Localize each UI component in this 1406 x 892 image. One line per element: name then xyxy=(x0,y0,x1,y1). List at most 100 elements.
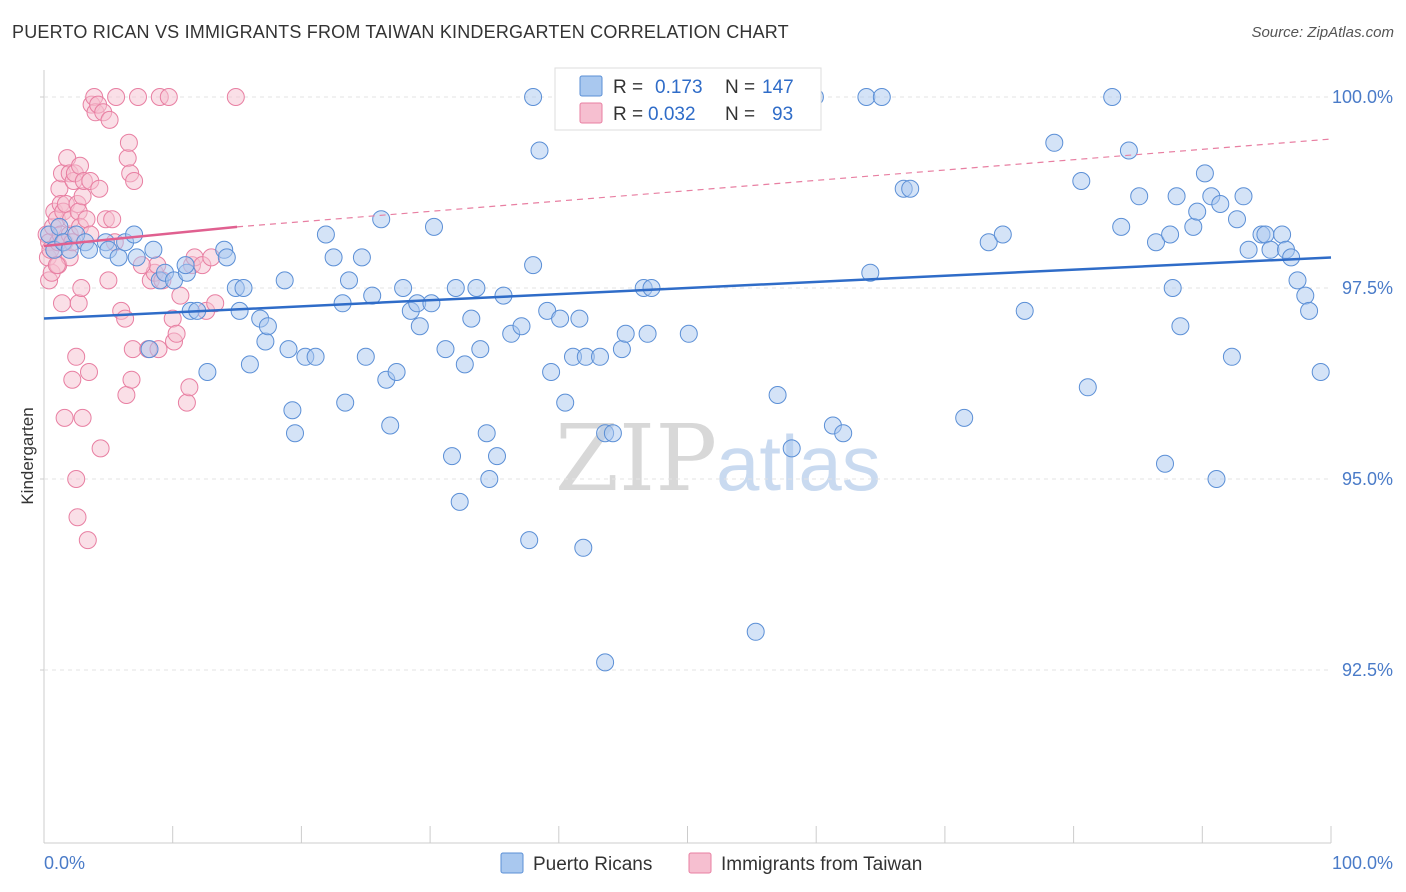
point-immigrants-from-taiwan xyxy=(123,340,142,359)
point-puerto-ricans xyxy=(591,347,609,366)
y-tick-label: 95.0% xyxy=(1342,469,1393,489)
point-puerto-ricans xyxy=(524,256,543,275)
point-puerto-ricans xyxy=(356,347,375,366)
point-immigrants-from-taiwan xyxy=(77,210,96,229)
point-immigrants-from-taiwan xyxy=(177,393,196,412)
point-puerto-ricans xyxy=(455,355,474,374)
point-puerto-ricans xyxy=(1147,233,1165,252)
point-puerto-ricans xyxy=(574,538,593,557)
point-puerto-ricans xyxy=(286,424,304,443)
point-puerto-ricans xyxy=(372,210,391,229)
point-puerto-ricans xyxy=(336,393,355,412)
point-puerto-ricans xyxy=(679,324,698,343)
point-immigrants-from-taiwan xyxy=(167,324,186,343)
point-puerto-ricans xyxy=(1207,470,1226,488)
bottom-legend-swatch-blue xyxy=(500,852,524,874)
point-puerto-ricans xyxy=(176,256,195,275)
point-immigrants-from-taiwan xyxy=(206,294,225,313)
point-puerto-ricans xyxy=(394,279,413,297)
x-tick-label-max: 100.0% xyxy=(1332,853,1393,873)
point-puerto-ricans xyxy=(425,217,443,236)
point-puerto-ricans xyxy=(1167,187,1186,206)
gridlines xyxy=(40,96,1331,671)
point-puerto-ricans xyxy=(551,309,570,328)
bottom-legend-puerto-ricans: Puerto Ricans xyxy=(533,854,652,875)
point-puerto-ricans xyxy=(234,279,253,297)
point-puerto-ricans xyxy=(60,240,79,259)
y-tick-labels: 92.5% 95.0% 97.5% 100.0% xyxy=(1332,87,1393,680)
point-immigrants-from-taiwan xyxy=(103,210,122,229)
point-immigrants-from-taiwan xyxy=(171,286,190,305)
point-immigrants-from-taiwan xyxy=(226,88,245,106)
point-immigrants-from-taiwan xyxy=(80,363,98,381)
point-immigrants-from-taiwan xyxy=(91,439,110,458)
point-puerto-ricans xyxy=(422,294,441,313)
point-puerto-ricans xyxy=(596,653,615,672)
point-immigrants-from-taiwan xyxy=(71,156,89,175)
point-puerto-ricans xyxy=(1282,248,1301,267)
watermark-atlas: atlas xyxy=(716,419,881,507)
point-puerto-ricans xyxy=(258,317,277,336)
point-puerto-ricans xyxy=(316,225,335,244)
point-puerto-ricans xyxy=(446,279,465,297)
point-puerto-ricans xyxy=(1195,164,1214,183)
legend-swatch-blue xyxy=(579,75,603,97)
series-puerto-ricans xyxy=(40,88,1330,672)
point-puerto-ricans xyxy=(1171,317,1190,336)
point-immigrants-from-taiwan xyxy=(100,110,119,129)
point-puerto-ricans xyxy=(612,340,631,359)
point-puerto-ricans xyxy=(556,393,575,412)
legend-swatch-pink xyxy=(579,102,603,124)
point-puerto-ricans xyxy=(387,363,406,381)
point-puerto-ricans xyxy=(1261,240,1280,259)
point-immigrants-from-taiwan xyxy=(78,531,97,550)
point-immigrants-from-taiwan xyxy=(73,408,92,427)
y-tick-label: 97.5% xyxy=(1342,278,1393,298)
point-puerto-ricans xyxy=(198,363,217,381)
point-puerto-ricans xyxy=(993,225,1012,244)
point-puerto-ricans xyxy=(1156,454,1174,473)
point-immigrants-from-taiwan xyxy=(63,370,82,389)
chart-title: PUERTO RICAN VS IMMIGRANTS FROM TAIWAN K… xyxy=(12,22,789,42)
point-puerto-ricans xyxy=(352,248,371,267)
legend-n-value-pink: 93 xyxy=(772,104,793,125)
point-puerto-ricans xyxy=(861,263,880,282)
point-puerto-ricans xyxy=(217,248,236,267)
point-puerto-ricans xyxy=(480,470,499,488)
point-puerto-ricans xyxy=(1256,225,1275,244)
point-puerto-ricans xyxy=(542,363,561,381)
point-puerto-ricans xyxy=(140,340,159,359)
point-puerto-ricans xyxy=(477,424,496,443)
point-immigrants-from-taiwan xyxy=(119,133,138,152)
point-puerto-ricans xyxy=(1072,172,1091,190)
point-puerto-ricans xyxy=(467,279,486,297)
y-axis-label: Kindergarten xyxy=(18,407,37,504)
point-puerto-ricans xyxy=(1222,347,1241,366)
point-immigrants-from-taiwan xyxy=(69,294,88,313)
point-immigrants-from-taiwan xyxy=(73,187,92,206)
point-immigrants-from-taiwan xyxy=(53,294,71,313)
point-puerto-ricans xyxy=(1078,378,1097,397)
point-puerto-ricans xyxy=(1103,88,1122,106)
point-puerto-ricans xyxy=(381,416,400,435)
point-puerto-ricans xyxy=(1161,225,1180,244)
legend-n-label-pink: N = xyxy=(725,104,755,125)
point-immigrants-from-taiwan xyxy=(117,386,136,404)
point-puerto-ricans xyxy=(1130,187,1149,206)
point-immigrants-from-taiwan xyxy=(180,378,199,397)
point-puerto-ricans xyxy=(1112,217,1131,236)
point-puerto-ricans xyxy=(410,317,429,336)
point-puerto-ricans xyxy=(1045,133,1064,152)
point-puerto-ricans xyxy=(436,340,455,359)
point-puerto-ricans xyxy=(603,424,622,443)
point-puerto-ricans xyxy=(279,340,298,359)
point-puerto-ricans xyxy=(1211,195,1230,213)
point-immigrants-from-taiwan xyxy=(116,309,135,328)
point-immigrants-from-taiwan xyxy=(125,172,144,190)
point-puerto-ricans xyxy=(1228,210,1246,229)
x-ticks xyxy=(43,826,1332,843)
point-puerto-ricans xyxy=(1311,363,1330,381)
legend-r-value-blue: 0.173 xyxy=(655,77,703,98)
point-puerto-ricans xyxy=(955,408,974,427)
point-puerto-ricans xyxy=(1239,240,1258,259)
